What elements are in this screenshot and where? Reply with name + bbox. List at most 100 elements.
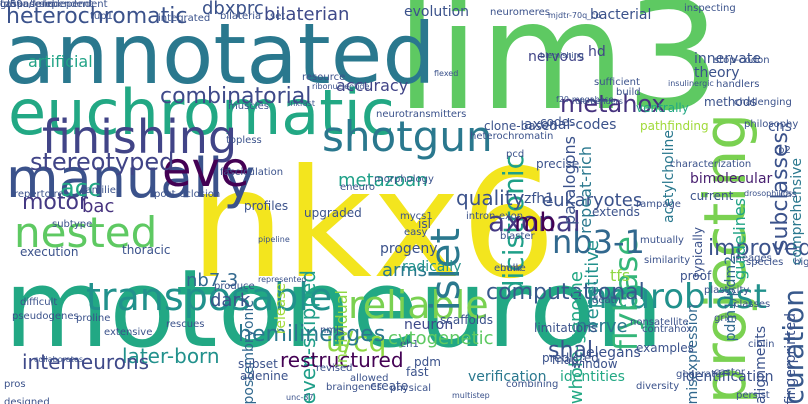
cloud-word: heterochromatin — [470, 131, 554, 142]
cloud-word: physical — [390, 383, 431, 394]
cloud-word: ground-dependent — [0, 0, 94, 10]
cloud-word: annotated — [4, 5, 436, 103]
cloud-word: shotgun — [322, 112, 493, 161]
cloud-word: eh1 — [400, 339, 419, 350]
cloud-word: map — [552, 353, 579, 367]
cloud-word: insulinergic — [668, 79, 714, 88]
cloud-word: reliable — [348, 283, 489, 327]
cloud-word: f20-megabase — [556, 95, 614, 104]
cloud-word: identification — [682, 369, 774, 385]
cloud-word: ventrally — [636, 101, 689, 115]
cloud-word: eukaryotes — [542, 190, 643, 211]
cloud-word: post-eclosion — [154, 189, 221, 200]
cloud-word: integrated — [158, 13, 211, 24]
cloud-word: similarity — [644, 255, 691, 266]
cloud-word: repertoire — [14, 189, 64, 200]
cloud-word: limitations — [534, 321, 597, 335]
cloud-word: metahox — [560, 90, 666, 118]
cloud-word: mycs1 — [400, 211, 433, 222]
cloud-word: diversity — [636, 381, 680, 392]
cloud-word: set — [270, 11, 286, 22]
cloud-word: combinatorial — [160, 84, 312, 109]
cloud-word: fingerprinted — [783, 312, 799, 404]
cloud-word: bacterial — [590, 7, 652, 23]
cloud-word: persist — [736, 390, 770, 401]
cloud-word: radically — [402, 259, 462, 275]
cloud-word: families — [82, 185, 122, 196]
cloud-word: species — [746, 257, 784, 268]
cloud-word: innervate — [694, 51, 761, 67]
cloud-word: characterization — [670, 159, 752, 170]
cloud-word: ciblin — [748, 339, 775, 350]
cloud-word: release — [273, 283, 289, 335]
cloud-word: transposable — [86, 275, 333, 319]
cloud-word: easy — [404, 227, 428, 238]
cloud-word: precise — [536, 157, 580, 171]
cloud-word: collaborates — [34, 355, 84, 364]
cloud-word: create — [370, 379, 409, 393]
cloud-word: current — [690, 189, 734, 203]
cloud-word: pipeline — [258, 235, 290, 244]
cloud-word: pseudogenes — [12, 311, 79, 322]
cloud-word: cas — [780, 189, 797, 200]
cloud-word: acc — [60, 174, 102, 202]
cloud-word: artificial — [28, 52, 93, 71]
cloud-word: accuracy — [336, 76, 409, 95]
cloud-word: heterochromatic — [6, 4, 188, 29]
cloud-word: sufficient — [594, 77, 640, 88]
cloud-word: caspase-independent — [0, 0, 108, 10]
cloud-word: allowed — [350, 373, 389, 384]
cloud-word: fast — [406, 365, 429, 379]
cloud-word: castor — [714, 367, 745, 378]
cloud-word: u/cq — [326, 325, 387, 358]
cloud-word: challenging — [734, 97, 792, 108]
cloud-word: euchromatic — [8, 76, 395, 149]
cloud-word: plasticity — [704, 285, 750, 296]
cloud-word: window — [572, 357, 618, 371]
cloud-word: predicted — [542, 351, 599, 365]
cloud-word: finishing — [42, 110, 238, 164]
cloud-word: classes — [734, 299, 771, 310]
cloud-word: axonal-codes — [524, 117, 617, 133]
cloud-word: fd59a/fend — [0, 0, 55, 10]
cloud-word: proof — [680, 269, 712, 283]
cloud-word: postembryonic — [241, 299, 257, 404]
cloud-word: neurotransmitters — [376, 109, 467, 120]
cloud-word: progeny — [380, 241, 438, 257]
cloud-word: rampage — [636, 199, 681, 210]
cloud-word: flexed — [434, 69, 459, 78]
cloud-word: identities — [560, 369, 625, 385]
cloud-word: rescues — [166, 319, 205, 330]
cloud-word: cytogenetic — [388, 328, 494, 349]
cloud-word: thoracic — [122, 243, 171, 257]
cloud-word: handlers — [716, 79, 760, 90]
cloud-word: comprehensive — [789, 158, 805, 266]
cloud-word: manually — [6, 147, 256, 210]
cloud-word: rp2 — [774, 145, 791, 156]
cloud-word: represented — [258, 275, 307, 284]
cloud-word: nested — [14, 208, 158, 257]
cloud-word: build — [616, 87, 641, 98]
cloud-word: difficult — [20, 297, 58, 308]
cloud-word: intron-exon — [466, 211, 524, 222]
cloud-word: extensive — [104, 327, 153, 338]
cloud-word: shal — [548, 338, 593, 363]
cloud-word: bulk — [500, 263, 522, 274]
cloud-word: lineages — [730, 253, 772, 264]
cloud-word: axonal — [488, 205, 581, 238]
cloud-word: improved — [708, 236, 808, 261]
cloud-word: bilateria — [220, 11, 262, 22]
cloud-word: eneuro — [340, 182, 375, 193]
cloud-word: bilaterian — [264, 4, 350, 25]
cloud-word: later-born — [122, 344, 220, 368]
cloud-word: verification — [468, 369, 547, 385]
cloud-word: resource — [302, 72, 346, 83]
cloud-word: subset — [238, 357, 278, 371]
cloud-word: high-confidence — [794, 257, 808, 268]
cloud-word: morphology — [374, 174, 434, 185]
cloud-word: multistep — [452, 391, 490, 400]
cloud-word: death — [592, 295, 621, 306]
cloud-word: theory — [694, 65, 740, 81]
cloud-word: computational — [486, 280, 645, 305]
